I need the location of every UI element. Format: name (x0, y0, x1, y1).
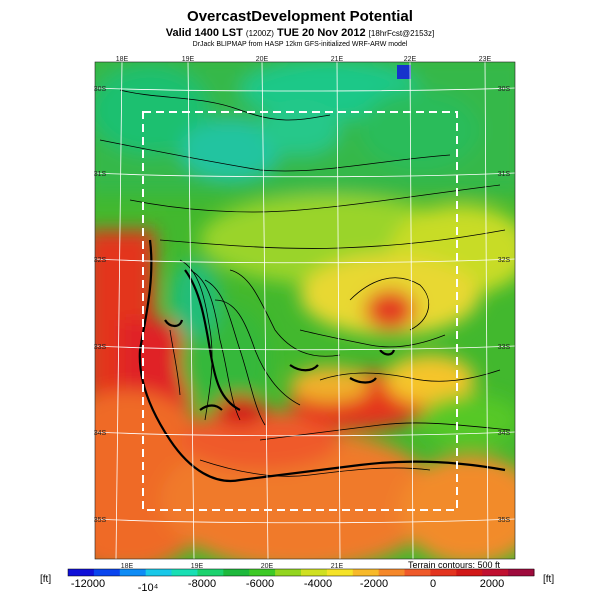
lon-label-top: 23E (479, 56, 492, 63)
colorbar-tick-label: -2000 (359, 578, 389, 590)
map-frame (94, 61, 516, 560)
colorbar-swatch (119, 569, 147, 576)
lon-label-bottom: 20E (261, 563, 274, 570)
lon-label-top: 22E (404, 56, 417, 63)
valid-time: Valid 1400 LST (165, 27, 243, 39)
overcast-field (95, 62, 515, 559)
lat-label-right: 30S (498, 86, 511, 93)
map-title: OvercastDevelopment Potential (187, 8, 413, 25)
colorbar-tick-label: -10⁴ (137, 582, 159, 594)
colorbar-swatch (68, 569, 95, 576)
colorbar-swatch (508, 569, 535, 576)
lat-label-left: 30S (94, 86, 107, 93)
model-credit: DrJack BLIPMAP from HASP 12km GFS-initia… (192, 41, 408, 48)
colorbar-swatch (456, 569, 483, 576)
colorbar-swatch (197, 569, 224, 576)
lat-label-left: 31S (94, 171, 107, 178)
subdomain-box (142, 111, 458, 511)
utc-time: (1200Z) (245, 29, 274, 38)
lon-label-top: 18E (116, 56, 129, 63)
colorbar-swatch (482, 569, 509, 576)
lat-label-right: 33S (498, 344, 511, 351)
lon-label-bottom: 19E (191, 563, 204, 570)
colorbar-swatch (404, 569, 431, 576)
colorbar-tick-label: -12000 (70, 578, 106, 590)
latlon-grid (94, 61, 516, 560)
lat-label-right: 35S (498, 517, 511, 524)
colorbar-unit-left: [ft] (40, 574, 52, 585)
lat-label-left: 32S (94, 257, 107, 264)
lat-label-left: 34S (94, 430, 107, 437)
colorbar-swatch (223, 569, 250, 576)
colorbar-swatch (326, 569, 354, 576)
lat-label-right: 32S (498, 257, 511, 264)
colorbar-swatch (93, 569, 121, 576)
colorbar-tick-label: -8000 (187, 578, 217, 590)
lat-label-left: 33S (94, 344, 107, 351)
lon-label-top: 20E (256, 56, 269, 63)
lon-label-bottom: 18E (121, 563, 134, 570)
colorbar-swatch (301, 569, 328, 576)
terrain-contours (99, 89, 511, 477)
colorbar-swatch (145, 569, 173, 576)
colorbar-tick-label: 0 (429, 578, 437, 590)
lat-label-right: 31S (498, 171, 511, 178)
terrain-contour-note: Terrain contours: 500 ft (407, 560, 500, 570)
colorbar-tick-label: -4000 (303, 578, 333, 590)
colorbar-tick-label: -6000 (245, 578, 275, 590)
forecast-tag: [18hrFcst@2153z] (368, 29, 435, 38)
colorbar-swatch (171, 569, 198, 576)
colorbar-swatch (430, 569, 457, 576)
colorbar-tick-label: 2000 (479, 578, 505, 590)
lon-label-bottom: 21E (331, 563, 344, 570)
colorbar-unit-right: [ft] (543, 574, 555, 585)
colorbar-swatch (378, 569, 406, 576)
colorbar (67, 568, 535, 577)
lat-label-left: 35S (94, 517, 107, 524)
forecast-date: TUE 20 Nov 2012 (276, 27, 366, 39)
coastline (138, 239, 506, 483)
colorbar-swatch (249, 569, 276, 576)
colorbar-frame (67, 568, 535, 577)
lon-label-top: 19E (182, 56, 195, 63)
lat-label-right: 34S (498, 430, 511, 437)
colorbar-swatch (352, 569, 380, 576)
valid-time-subtitle: Valid 1400 LST (1200Z) TUE 20 Nov 2012 [… (0, 27, 600, 39)
lon-label-top: 21E (331, 56, 344, 63)
colorbar-swatch (275, 569, 302, 576)
